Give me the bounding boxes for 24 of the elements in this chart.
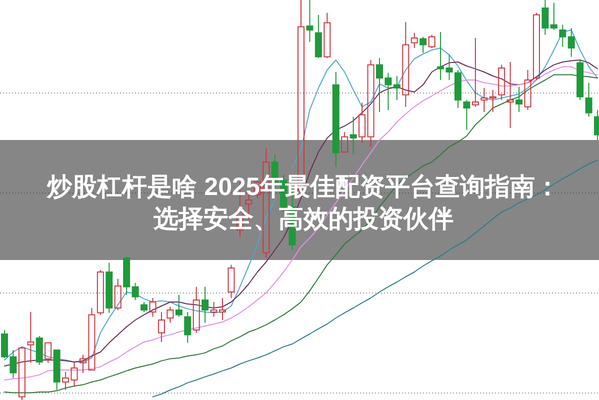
candlestick [489,90,496,112]
candlestick [332,72,340,168]
candlestick [350,116,357,156]
candlestick [70,362,78,388]
candlestick [192,286,200,334]
candlestick [446,54,453,80]
candlestick [27,312,34,364]
candlestick [542,0,549,36]
candlestick [184,312,192,344]
candlestick [62,372,70,390]
candlestick [454,70,462,108]
candlestick [506,62,514,128]
candlestick [158,312,165,342]
candlestick [306,0,314,42]
candlestick [202,286,209,324]
candlestick [106,262,113,314]
candlestick [516,86,523,112]
candlestick [393,76,400,100]
candlestick [402,22,410,108]
candlestick [367,60,374,148]
candlestick [568,28,575,58]
candlestick [358,102,366,144]
candlestick [437,32,444,80]
candlestick [480,88,488,112]
